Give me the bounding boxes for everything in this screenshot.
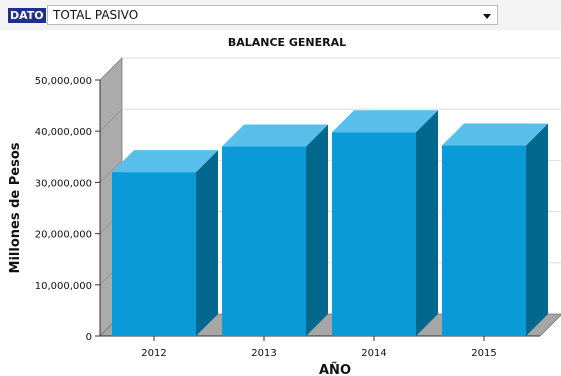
y-axis-label: Millones de Pesos <box>8 142 23 273</box>
dato-label: DATO <box>8 8 46 23</box>
chart-title: BALANCE GENERAL <box>228 36 346 49</box>
y-tick-label: 30,000,000 <box>35 178 92 189</box>
x-tick-label: 2012 <box>141 348 166 359</box>
x-tick-label: 2013 <box>251 348 276 359</box>
y-tick-label: 40,000,000 <box>35 127 92 138</box>
y-tick-label: 10,000,000 <box>35 281 92 292</box>
bar-top <box>222 124 328 147</box>
bar <box>442 145 526 336</box>
x-axis-label: AÑO <box>319 362 351 376</box>
bar-side <box>306 124 328 336</box>
bar-side <box>196 150 218 336</box>
chevron-down-icon[interactable] <box>483 14 491 19</box>
bar <box>112 172 196 336</box>
bar-top <box>332 110 438 133</box>
y-tick-label: 50,000,000 <box>35 76 92 87</box>
bar-top <box>442 123 548 146</box>
bar <box>222 146 306 336</box>
bar <box>332 132 416 336</box>
dato-select[interactable]: TOTAL PASIVO <box>47 5 498 25</box>
bar-side <box>526 123 548 336</box>
gridline-depth <box>99 160 123 183</box>
bar-top <box>112 150 218 173</box>
y-tick-label: 0 <box>86 332 92 343</box>
x-tick-label: 2014 <box>361 348 386 359</box>
gridline-depth <box>99 57 123 81</box>
bar-side <box>416 110 438 336</box>
plot-area: 0 10,000,000 20,000,000 30,000,000 40,000,00… <box>35 57 561 359</box>
dato-select-value: TOTAL PASIVO <box>53 8 139 22</box>
x-tick-label: 2015 <box>471 348 496 359</box>
y-tick-label: 20,000,000 <box>35 230 92 241</box>
filter-bar: DATO TOTAL PASIVO <box>0 0 561 30</box>
gridline-depth <box>99 108 123 132</box>
